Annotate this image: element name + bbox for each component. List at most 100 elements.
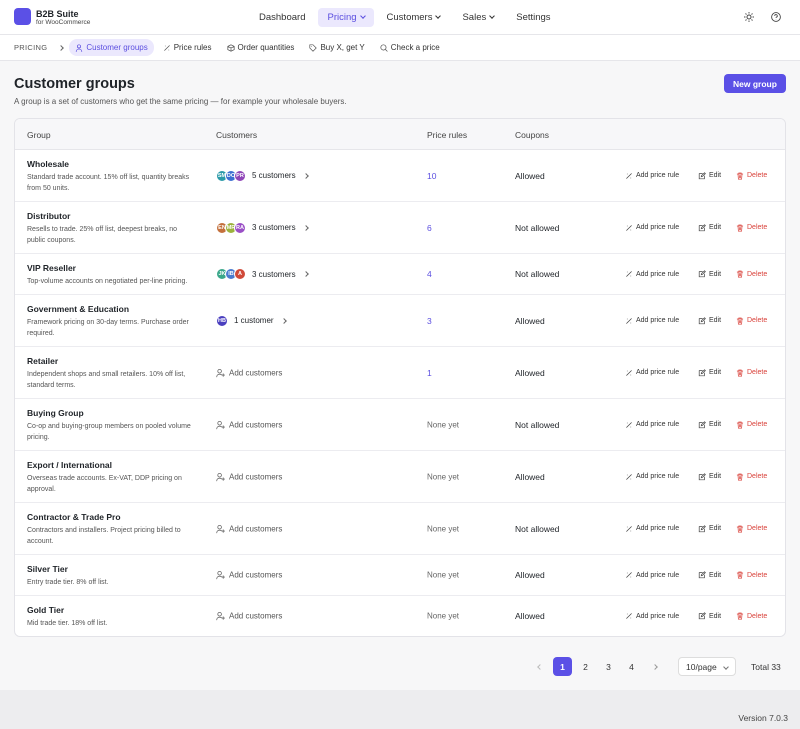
customers-link[interactable]: EN MR RA 3 customers — [216, 221, 309, 234]
price-rules-link[interactable]: 4 — [427, 269, 432, 279]
column-header: Coupons — [515, 130, 550, 140]
group-name: Gold Tier — [27, 605, 65, 615]
add-customers[interactable]: Add customers — [216, 524, 282, 533]
delete-button[interactable]: Delete — [736, 571, 767, 579]
sub-nav-item[interactable]: Check a price — [374, 39, 446, 56]
delete-button[interactable]: Delete — [736, 612, 767, 620]
avatar: HB — [216, 314, 228, 327]
add-price-rule-button[interactable]: Add price rule — [625, 612, 679, 620]
page-button[interactable]: 1 — [553, 657, 572, 676]
add-price-rule-button[interactable]: Add price rule — [625, 525, 679, 533]
add-customers[interactable]: Add customers — [216, 612, 282, 621]
add-price-rule-button[interactable]: Add price rule — [625, 473, 679, 481]
total-count: Total 33 — [751, 661, 781, 672]
nav-item[interactable]: Settings — [507, 8, 559, 27]
sub-nav-item[interactable]: Price rules — [157, 39, 218, 56]
add-price-rule-button[interactable]: Add price rule — [625, 571, 679, 579]
group-name: Contractor & Trade Pro — [27, 512, 121, 522]
help-icon[interactable] — [771, 12, 781, 22]
icon-part — [380, 43, 388, 52]
action-label: Edit — [709, 525, 722, 532]
price-rules-link[interactable]: 3 — [427, 315, 432, 326]
nav-item[interactable]: Sales — [453, 8, 503, 27]
add-customers[interactable]: Add customers — [216, 472, 282, 481]
icon-svg — [736, 571, 744, 579]
brand-title: B2B Suite — [36, 9, 79, 19]
action-label: Delete — [747, 473, 768, 480]
customers-link[interactable]: JK IB A 3 customers — [216, 268, 309, 280]
edit-button[interactable]: Edit — [698, 316, 721, 325]
add-customers[interactable]: Add customers — [216, 368, 282, 377]
edit-button[interactable]: Edit — [698, 472, 721, 481]
icon-part — [626, 172, 632, 179]
nav-item[interactable]: Dashboard — [250, 8, 314, 27]
customers-link[interactable]: SM DO PR 5 customers — [216, 169, 309, 182]
icon-svg — [736, 172, 744, 180]
sub-nav-label: Customer groups — [86, 43, 148, 52]
add-price-rule-button[interactable]: Add price rule — [625, 317, 679, 325]
icon-svg — [736, 270, 744, 278]
coupons: Allowed — [515, 570, 545, 580]
add-price-rule-button[interactable]: Add price rule — [625, 224, 679, 232]
page-button[interactable]: 4 — [629, 661, 634, 672]
delete-button[interactable]: Delete — [736, 224, 767, 232]
theme-icon[interactable] — [744, 12, 754, 22]
delete-button[interactable]: Delete — [736, 270, 767, 278]
table-row: Retailer Independent shops and small reta… — [15, 347, 785, 399]
edit-button[interactable]: Edit — [698, 571, 721, 579]
new-group-button[interactable]: New group — [724, 74, 786, 93]
action-label: Add price rule — [636, 571, 680, 579]
edit-button[interactable]: Edit — [698, 223, 721, 232]
edit-button[interactable]: Edit — [698, 420, 721, 429]
nav-item[interactable]: Pricing — [318, 8, 374, 27]
add-customers[interactable]: Add customers — [216, 571, 282, 580]
prev-page[interactable] — [530, 657, 549, 676]
price-rules-link[interactable]: 1 — [427, 367, 432, 378]
page-button[interactable]: 2 — [583, 661, 588, 672]
customer-count: 1 customer — [234, 316, 274, 325]
sub-nav-label: Price rules — [173, 43, 212, 52]
edit-button[interactable]: Edit — [698, 612, 721, 620]
chevron — [302, 172, 309, 179]
edit-button[interactable]: Edit — [698, 524, 722, 533]
sub-nav-item[interactable]: Order quantities — [221, 39, 301, 56]
action-label: Add price rule — [636, 172, 680, 179]
edit-button[interactable]: Edit — [698, 171, 722, 180]
price-rules-link[interactable]: 10 — [427, 170, 437, 181]
coupons: Not allowed — [515, 269, 560, 279]
table-row: Buying Group Co-op and buying-group membe… — [15, 399, 785, 451]
icon-part — [736, 571, 744, 579]
add-price-rule-button[interactable]: Add price rule — [625, 369, 679, 377]
add-customers[interactable]: Add customers — [216, 420, 282, 429]
next-page[interactable] — [645, 657, 664, 676]
delete-button[interactable]: Delete — [736, 421, 767, 429]
edit-button[interactable]: Edit — [698, 368, 721, 377]
customer-count: 5 customers — [252, 171, 296, 180]
delete-button[interactable]: Delete — [736, 317, 767, 325]
delete-button[interactable]: Delete — [736, 525, 767, 533]
sub-nav-item[interactable]: Buy X, get Y — [303, 39, 370, 56]
group-description: Entry trade tier. 8% off list. — [27, 579, 109, 586]
icon-part — [216, 368, 225, 377]
sub-nav-item[interactable]: Customer groups — [69, 39, 154, 56]
price-rules-link[interactable]: 6 — [427, 222, 432, 233]
add-price-rule-button[interactable]: Add price rule — [625, 172, 679, 180]
delete-button[interactable]: Delete — [736, 369, 767, 377]
main-nav: Dashboard Pricing Customers Sales Settings — [250, 8, 564, 27]
add-price-rule-button[interactable]: Add price rule — [625, 270, 679, 278]
page-button[interactable]: 3 — [606, 661, 611, 672]
add-price-rule-button[interactable]: Add price rule — [625, 421, 679, 429]
per-page-select[interactable]: 10/page — [678, 657, 736, 676]
group-description: Framework pricing on 30-day terms. Purch… — [27, 319, 189, 337]
customers-link[interactable]: HB 1 customer — [216, 314, 287, 327]
icon-part — [216, 420, 225, 429]
group-name: Retailer — [27, 356, 59, 366]
add-customers-label: Add customers — [229, 472, 283, 481]
table-row: Contractor & Trade Pro Contractors and in… — [15, 503, 785, 555]
group-description: Standard trade account. 15% off list, qu… — [27, 174, 190, 192]
nav-item[interactable]: Customers — [378, 8, 450, 27]
delete-button[interactable]: Delete — [736, 172, 767, 180]
delete-button[interactable]: Delete — [736, 473, 767, 481]
action-label: Edit — [709, 172, 722, 179]
edit-button[interactable]: Edit — [698, 270, 721, 278]
